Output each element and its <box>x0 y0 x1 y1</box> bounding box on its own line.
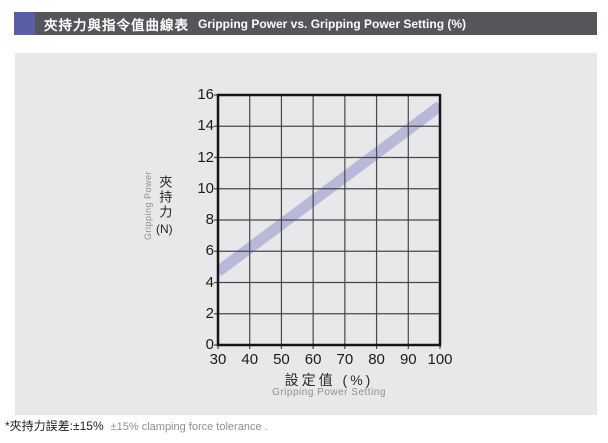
y-axis-label-zh-wrap: 夾持力 (N) <box>156 175 173 236</box>
plot-svg <box>214 93 442 349</box>
header-accent-square <box>14 12 35 35</box>
x-axis-title-zh: 設定值 (%) <box>284 372 374 388</box>
y-tick-label: 16 <box>197 86 214 103</box>
y-axis-label-group: Gripping Power 夾持力 (N) <box>143 171 173 240</box>
footnote-en: ±15% clamping force tolerance . <box>110 421 268 433</box>
y-tick-label: 6 <box>205 242 214 260</box>
y-axis-unit: (N) <box>156 222 173 237</box>
section-title-en: Gripping Power vs. Gripping Power Settin… <box>198 16 467 31</box>
x-tick-label: 70 <box>336 351 354 368</box>
footnote-zh: *夾持力誤差:±15% <box>5 419 104 433</box>
y-axis-label-zh: 夾持力 <box>157 175 173 221</box>
y-tick-label: 12 <box>197 148 214 166</box>
y-tick-label: 2 <box>205 304 214 322</box>
x-tick-label: 90 <box>399 351 417 368</box>
section-header-bar: 夾持力與指令值曲線表 Gripping Power vs. Gripping P… <box>14 12 597 35</box>
footnote: *夾持力誤差:±15% ±15% clamping force tolerance… <box>5 417 268 435</box>
x-tick-label: 100 <box>427 351 453 368</box>
x-tick-labels: 30 40 50 60 70 80 90 100 <box>15 352 597 370</box>
x-tick-label: 30 <box>209 351 227 368</box>
x-tick-label: 40 <box>241 351 259 368</box>
y-tick-label: 14 <box>197 117 214 135</box>
x-tick-label: 50 <box>273 351 290 368</box>
x-tick-label: 80 <box>368 351 385 368</box>
y-tick-label: 8 <box>205 211 214 228</box>
y-tick-labels: 0 2 4 6 8 10 12 14 16 <box>172 53 214 415</box>
y-tick-label: 4 <box>205 273 214 291</box>
y-tick-label: 0 <box>205 336 214 353</box>
y-axis-label-en: Gripping Power <box>143 171 153 241</box>
section-title-zh: 夾持力與指令值曲線表 <box>44 17 189 33</box>
chart-panel: Gripping Power 夾持力 (N) 0 2 4 6 8 10 12 14 16 30 4… <box>15 53 597 415</box>
x-axis-title-en: Gripping Power Setting <box>272 387 386 398</box>
y-tick-label: 10 <box>197 179 214 197</box>
x-tick-label: 60 <box>304 351 322 368</box>
